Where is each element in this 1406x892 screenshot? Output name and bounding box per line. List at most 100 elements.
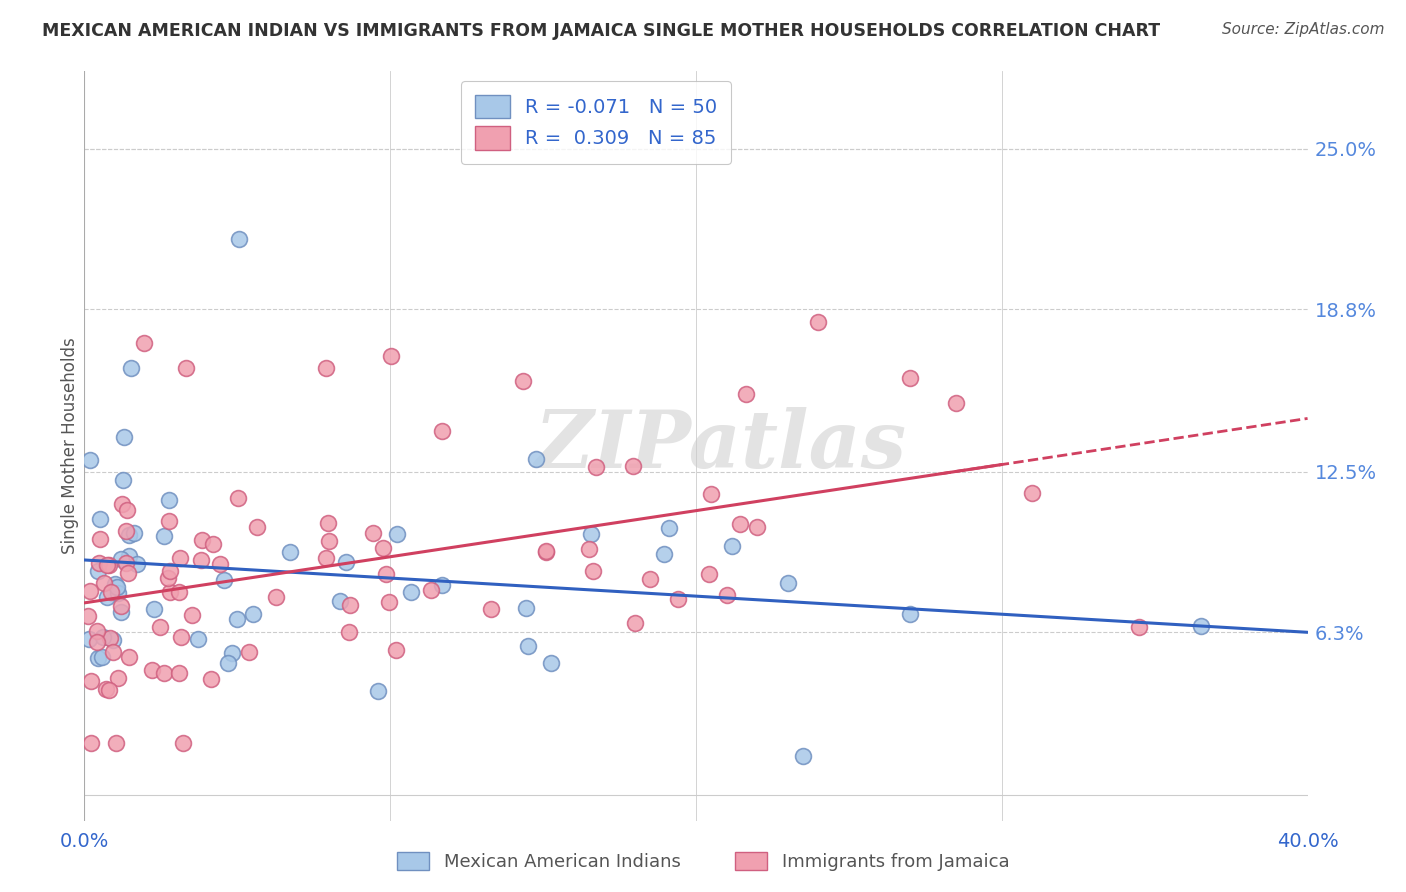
Point [367, 684, 389, 698]
Point [77, 608, 100, 623]
Point [212, 573, 235, 587]
Point [91, 650, 114, 665]
Point [107, 671, 129, 685]
Point [318, 533, 340, 548]
Point [157, 514, 180, 528]
Point [141, 663, 163, 677]
Point [118, 650, 141, 665]
Point [153, 529, 176, 543]
Point [89, 511, 111, 525]
Y-axis label: Single Mother Households: Single Mother Households [62, 338, 80, 554]
Point [201, 537, 224, 551]
Point [149, 620, 172, 634]
Text: ZIPatlas: ZIPatlas [534, 408, 907, 484]
Point [110, 605, 132, 619]
Point [582, 564, 605, 578]
Point [100, 631, 122, 645]
Legend: R = -0.071   N = 50, R =  0.309   N = 85: R = -0.071 N = 50, R = 0.309 N = 85 [461, 81, 731, 163]
Point [534, 545, 557, 559]
Point [621, 458, 644, 473]
Point [100, 584, 122, 599]
Point [167, 666, 190, 681]
Point [430, 577, 453, 591]
Point [316, 516, 339, 530]
Point [86, 650, 108, 665]
Point [111, 497, 134, 511]
Point [540, 656, 562, 670]
Point [534, 544, 557, 558]
Point [337, 624, 360, 639]
Point [335, 555, 357, 569]
Point [378, 595, 401, 609]
Point [898, 371, 921, 385]
Point [79, 736, 101, 750]
Point [481, 602, 503, 616]
Point [278, 545, 301, 559]
Point [159, 564, 181, 578]
Point [430, 424, 453, 438]
Point [79, 673, 101, 688]
Point [666, 592, 689, 607]
Point [117, 566, 139, 580]
Point [159, 584, 181, 599]
Point [228, 232, 250, 246]
Point [730, 517, 752, 532]
Point [187, 632, 209, 647]
Point [157, 493, 180, 508]
Point [226, 612, 249, 626]
Point [89, 532, 111, 546]
Point [420, 583, 443, 598]
Point [652, 547, 675, 561]
Point [200, 672, 222, 686]
Point [624, 615, 647, 630]
Point [226, 491, 249, 505]
Point [638, 572, 661, 586]
Point [380, 349, 402, 363]
Point [524, 452, 547, 467]
Point [79, 453, 101, 467]
Point [242, 607, 264, 621]
Point [142, 602, 165, 616]
Point [747, 520, 769, 534]
Point [1128, 620, 1150, 634]
Point [174, 361, 197, 376]
Point [401, 584, 423, 599]
Point [127, 557, 149, 571]
Point [945, 396, 967, 410]
Point [658, 521, 681, 535]
Point [361, 526, 384, 541]
Point [180, 607, 202, 622]
Point [512, 375, 534, 389]
Point [385, 527, 408, 541]
Point [101, 645, 124, 659]
Point [315, 550, 337, 565]
Point [93, 630, 115, 644]
Point [105, 736, 128, 750]
Point [118, 527, 141, 541]
Point [246, 519, 269, 533]
Point [721, 539, 744, 553]
Point [339, 598, 361, 612]
Point [112, 430, 135, 444]
Point [86, 624, 108, 639]
Point [153, 665, 176, 680]
Point [735, 387, 758, 401]
Point [516, 640, 538, 654]
Point [79, 584, 101, 599]
Point [1021, 486, 1043, 500]
Point [515, 600, 537, 615]
Point [86, 635, 108, 649]
Point [578, 542, 600, 557]
Point [87, 564, 110, 578]
Point [191, 533, 214, 547]
Point [373, 541, 395, 555]
Point [104, 577, 127, 591]
Point [115, 524, 138, 538]
Point [190, 553, 212, 567]
Point [700, 487, 723, 501]
Point [156, 571, 179, 585]
Point [716, 588, 738, 602]
Point [807, 315, 830, 329]
Point [93, 576, 115, 591]
Point [792, 749, 814, 764]
